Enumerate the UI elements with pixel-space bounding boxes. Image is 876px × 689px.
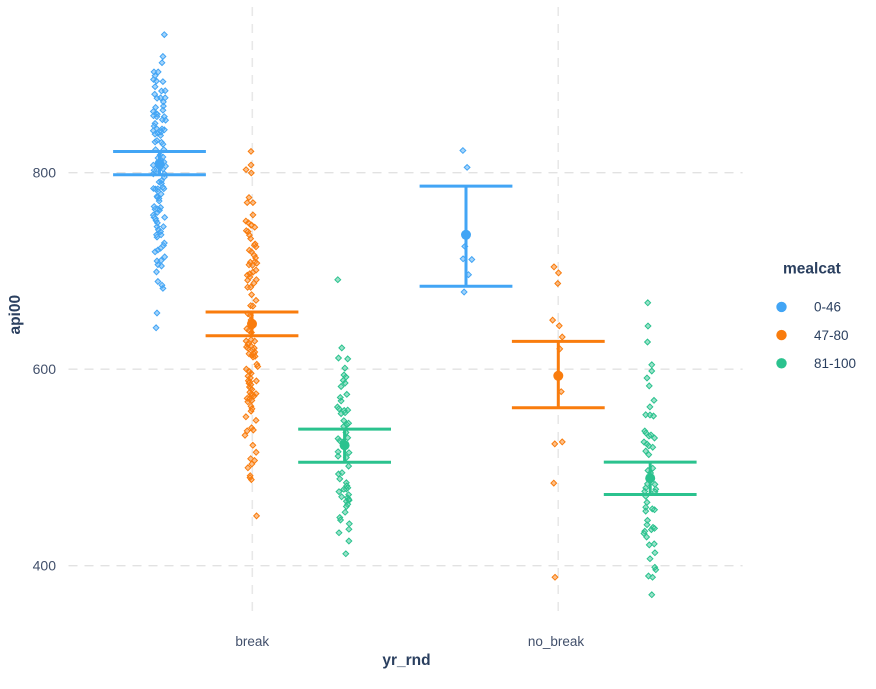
svg-text:400: 400 <box>33 558 57 574</box>
svg-text:break: break <box>235 634 269 649</box>
svg-text:800: 800 <box>33 165 57 181</box>
svg-text:api00: api00 <box>7 295 24 335</box>
svg-text:no_break: no_break <box>528 634 585 649</box>
svg-text:0-46: 0-46 <box>814 300 841 315</box>
svg-text:yr_rnd: yr_rnd <box>382 652 430 669</box>
svg-text:81-100: 81-100 <box>814 356 856 371</box>
svg-text:600: 600 <box>33 361 57 377</box>
svg-text:mealcat: mealcat <box>783 261 841 278</box>
svg-text:47-80: 47-80 <box>814 328 849 343</box>
